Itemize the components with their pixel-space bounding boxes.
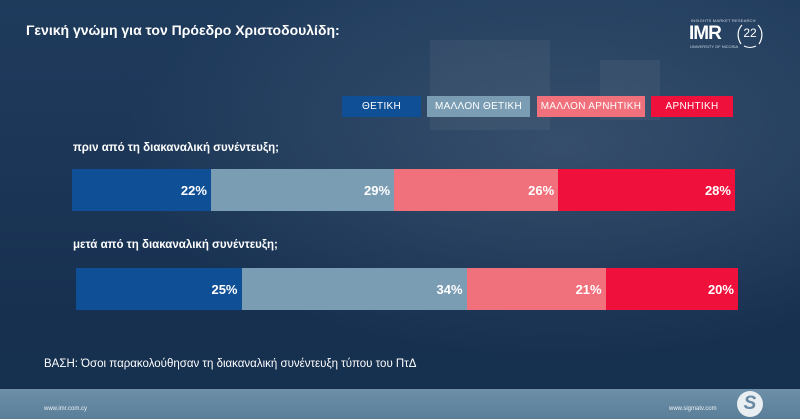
logo-university: UNIVERSITY OF NICOSIA (690, 44, 739, 49)
imr-logo: INSIGHTS MARKET RESEARCH IMR UNIVERSITY … (689, 18, 769, 54)
bar-after: 25% 34% 21% 20% (76, 268, 738, 310)
sigma-logo-letter: S (743, 393, 757, 414)
data-label: 25% (211, 281, 238, 297)
data-label: 26% (528, 182, 555, 198)
bar-segment-positive: 25% (76, 268, 242, 310)
legend-label: ΜΑΛΛΟΝ ΑΡΝΗΤΙΚΗ (540, 101, 642, 112)
bar-segment-rather-negative: 21% (466, 268, 606, 310)
data-label: 34% (436, 281, 463, 297)
data-label: 29% (363, 182, 391, 198)
base-note: ΒΑΣΗ: Όσοι παρακολούθησαν τη διακαναλική… (44, 358, 417, 370)
legend-item-rather-negative: ΜΑΛΛΟΝ ΑΡΝΗΤΙΚΗ (537, 96, 645, 117)
bar-segment-rather-positive: 29% (210, 169, 395, 211)
legend-item-positive: ΘΕΤΙΚΗ (342, 96, 421, 117)
legend-item-rather-positive: ΜΑΛΛΟΝ ΘΕΤΙΚΗ (427, 96, 530, 117)
bar-segment-negative: 28% (558, 169, 735, 211)
legend-label: ΜΑΛΛΟΝ ΘΕΤΙΚΗ (434, 101, 523, 112)
bar-segment-rather-positive: 34% (241, 268, 467, 310)
data-label: 22% (180, 182, 207, 198)
row-label-after: μετά από τη διακαναλική συνέντευξη; (73, 239, 278, 251)
bar-segment-rather-negative: 26% (394, 169, 559, 211)
data-label: 28% (704, 182, 731, 198)
logo-name: IMR (689, 23, 722, 44)
laurel-wreath-icon (737, 24, 763, 48)
sigma-logo-icon: S (737, 391, 763, 417)
bar-segment-negative: 20% (605, 268, 738, 310)
logo-anniversary: 22 (743, 26, 757, 40)
row-label-before: πριν από τη διακαναλική συνέντευξη; (73, 142, 279, 154)
footer-url-imr[interactable]: www.imr.com.cy (44, 406, 88, 412)
bar-segment-positive: 22% (72, 169, 211, 211)
legend-item-negative: ΑΡΝΗΤΙΚΗ (651, 96, 733, 117)
logo-tagline: INSIGHTS MARKET RESEARCH (691, 18, 756, 23)
footer-url-sigma[interactable]: www.sigmatv.com (669, 406, 717, 412)
chart-title: Γενική γνώμη για τον Πρόεδρο Χριστοδουλί… (26, 22, 340, 38)
data-label: 20% (707, 281, 734, 297)
data-label: 21% (575, 281, 602, 297)
footer: www.imr.com.cy www.sigmatv.com S (0, 389, 800, 419)
legend-label: ΘΕΤΙΚΗ (361, 101, 402, 112)
bar-before: 22% 29% 26% 28% (72, 169, 735, 211)
legend-label: ΑΡΝΗΤΙΚΗ (665, 101, 719, 112)
